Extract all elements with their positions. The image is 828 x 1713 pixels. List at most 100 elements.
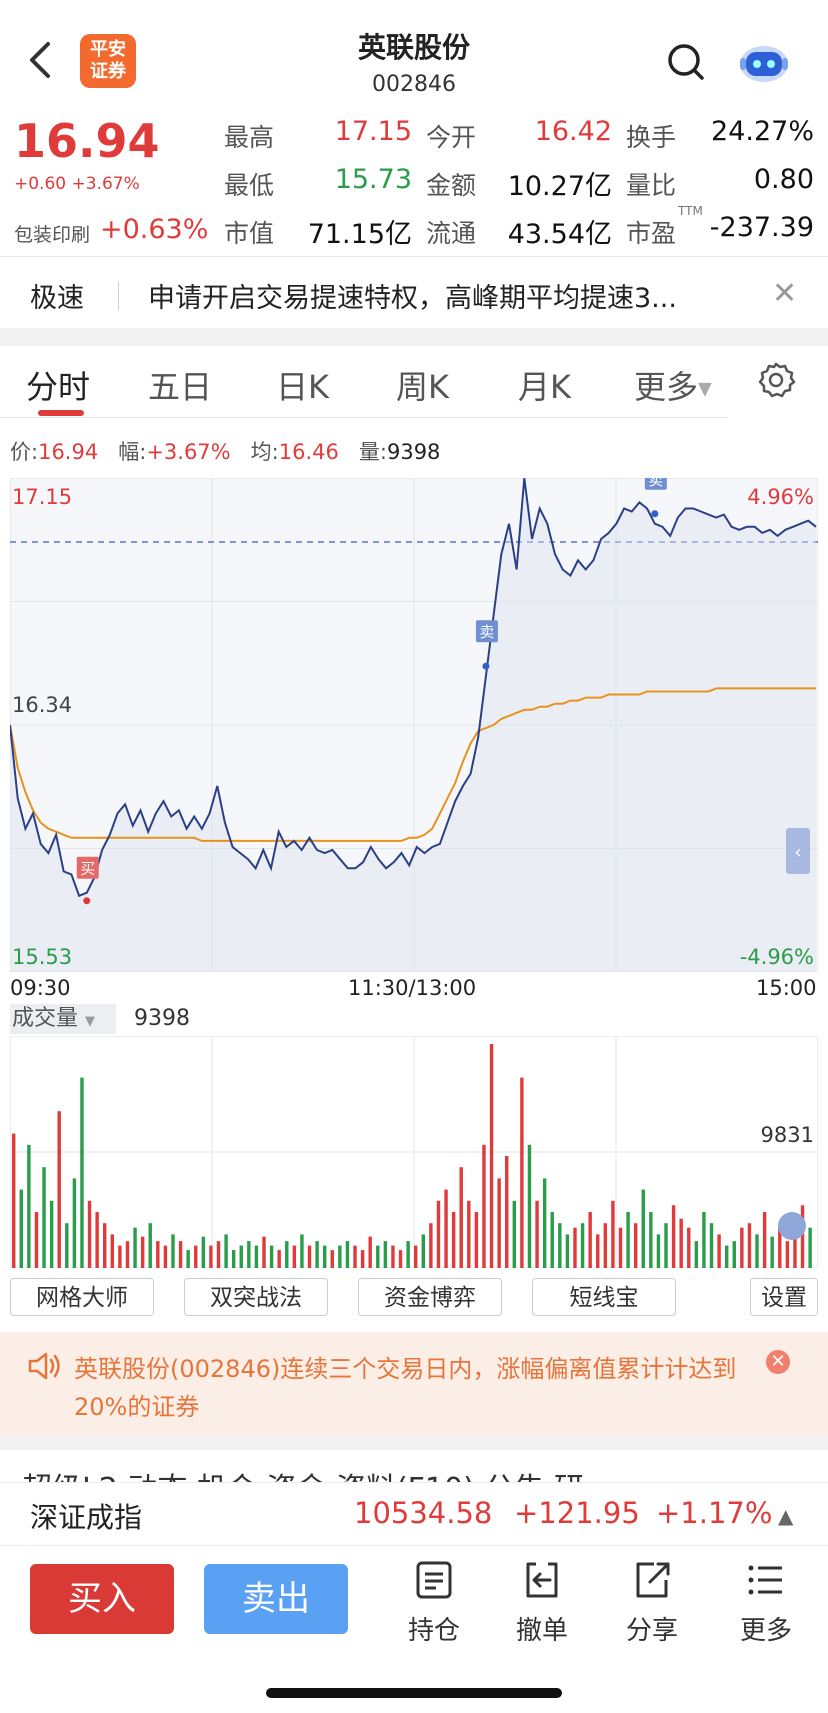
volume-bar [330,1250,334,1268]
positions-button[interactable]: 持仓 [394,1560,474,1650]
volume-bar [785,1241,790,1268]
volume-bar [626,1212,630,1268]
volume-bar [27,1144,31,1268]
double-breakout-button[interactable]: 双突战法 [184,1278,328,1316]
volume-bar [618,1227,623,1268]
broker-logo: 平安 证券 [80,34,136,88]
fast-trade-notice[interactable]: 申请开启交易提速特权，高峰期平均提速3... [148,283,677,314]
volume-bar [747,1223,752,1268]
back-arrow-icon[interactable] [22,38,62,82]
pct-label-high: 4.96% [747,485,814,509]
volume-bar [292,1245,297,1268]
volume-bar [573,1227,577,1268]
divider [0,256,828,257]
volume-bar [156,1241,160,1268]
share-label: 分享 [625,1616,678,1646]
tab-weekly-k[interactable]: 周K [396,368,449,406]
volume-bar [178,1241,183,1268]
volume-bar [216,1241,221,1268]
gear-icon[interactable] [756,360,796,400]
volume-bar [110,1234,115,1268]
section-gap [0,328,828,346]
tab-five-day[interactable]: 五日 [148,368,213,406]
cancel-order-button[interactable]: 撤单 [502,1560,582,1650]
volume-bar [231,1250,236,1268]
volume-bar [497,1178,501,1268]
info-range: +3.67% [146,440,231,464]
abnormal-movement-banner [0,1332,828,1436]
volume-bar [360,1250,365,1268]
marker-label: 买 [80,860,95,878]
volume-bar [565,1234,570,1268]
volume-bar [421,1234,425,1268]
pct-label-low: -4.96% [740,945,814,969]
volume-bar [140,1236,145,1268]
quote-value: -237.39 [709,212,814,243]
logo-line2: 证券 [90,61,126,82]
volume-bar [633,1223,638,1268]
volume-bar [709,1223,714,1268]
volume-bar [641,1189,645,1268]
quote-value: 17.15 [334,116,412,147]
tab-more[interactable]: 更多▼ [634,362,712,408]
volume-bar [163,1245,168,1268]
volume-bar [717,1234,721,1268]
volume-bar [580,1223,585,1268]
collapse-tab[interactable] [786,828,810,874]
volume-bar [451,1212,456,1268]
volume-bar [436,1200,441,1268]
short-term-button[interactable]: 短线宝 [532,1278,676,1316]
close-icon[interactable]: ✕ [766,1350,790,1374]
search-icon[interactable] [664,40,708,84]
marker-label: 卖 [479,623,494,641]
close-icon[interactable]: ✕ [772,276,798,311]
volume-bar [459,1167,463,1268]
robot-assistant-icon[interactable] [736,38,792,86]
volume-bar [558,1223,562,1268]
strategy-settings-button[interactable]: 设置 [750,1278,818,1316]
sector-name[interactable]: 包装印刷 [14,224,91,246]
volume-bar [762,1212,767,1268]
volume-bar [224,1234,228,1268]
tab-timeshare[interactable]: 分时 [26,368,91,406]
volume-bar [611,1200,615,1268]
sell-button[interactable]: 卖出 [204,1564,348,1634]
active-tab-indicator [38,410,84,416]
index-ticker-bar[interactable] [0,1482,828,1546]
volume-bar [391,1245,395,1268]
share-button[interactable]: 分享 [612,1560,692,1650]
tab-daily-k[interactable]: 日K [276,368,329,406]
volume-bar [19,1189,23,1268]
grid-master-button[interactable]: 网格大师 [10,1278,154,1316]
volume-bar [383,1241,388,1268]
volume-bar [57,1111,61,1268]
volume-bar [269,1245,274,1268]
volume-bar [239,1245,243,1268]
volume-indicator-dropdown[interactable]: 成交量 ▼ [10,1004,116,1034]
expand-up-icon[interactable]: ▲ [778,1504,794,1528]
volume-bar [474,1212,479,1268]
capital-game-button[interactable]: 资金博弈 [358,1278,502,1316]
fullscreen-icon[interactable] [778,1212,806,1240]
info-tabs-partial[interactable]: 超级L2 动态 机会 资金 资料(F10) 公告 研 [22,1464,828,1482]
dropdown-triangle-icon: ▼ [85,1014,96,1029]
volume-chart[interactable]: 9831 [10,1036,818,1268]
avg-label: 均: [250,440,279,464]
quote-label: 今开 [426,123,477,152]
quote-value: 24.27% [711,116,814,147]
stock-name: 英联股份 [357,31,470,64]
volume-bar [125,1241,130,1268]
price-line [10,478,817,898]
quote-label: 换手 [626,123,677,152]
more-button[interactable]: 更多 [726,1560,806,1650]
volume-bar [444,1189,448,1268]
volume-bar [535,1200,539,1268]
buy-button[interactable]: 买入 [30,1564,174,1634]
volume-bar [603,1223,608,1268]
abnormal-movement-text: 英联股份(002846)连续三个交易日内，涨幅偏离值累计计达到20%的证券 [74,1355,737,1421]
quote-value: 0.80 [753,164,814,195]
sell-marker [475,620,498,643]
tab-monthly-k[interactable]: 月K [518,368,571,406]
volume-bar [482,1144,486,1268]
